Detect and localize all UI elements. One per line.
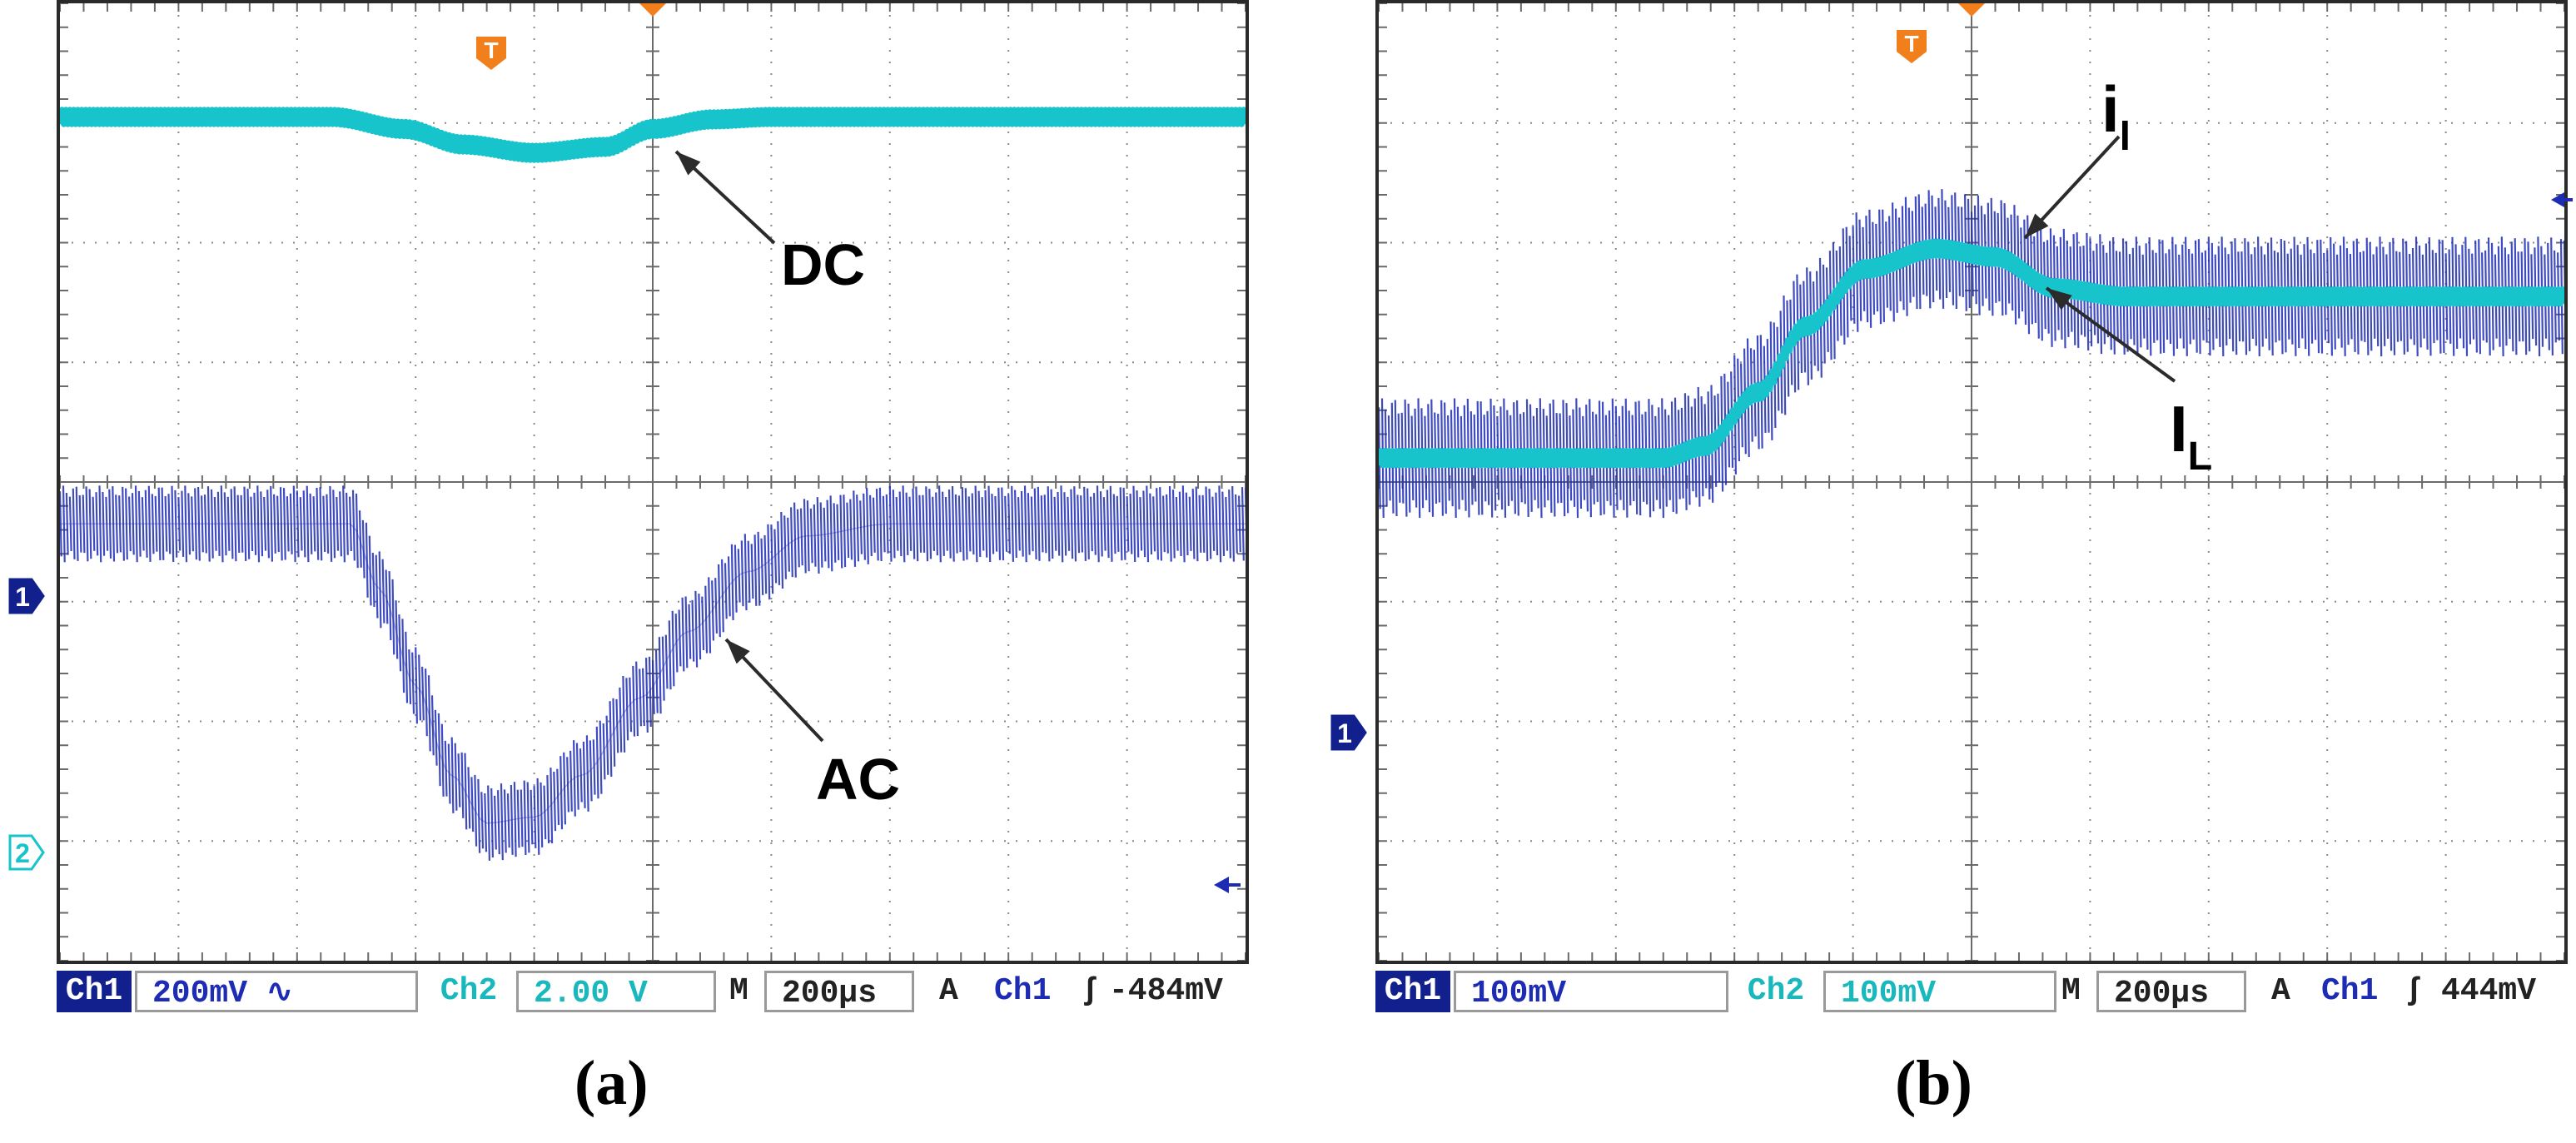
trigger-marker: T bbox=[1897, 30, 1927, 63]
ac-arrow bbox=[724, 638, 824, 743]
scope-screen-a bbox=[57, 0, 1249, 964]
level-arrow-icon bbox=[2551, 192, 2564, 207]
waveform-plot-a bbox=[60, 3, 1246, 961]
trace-center bbox=[60, 523, 1246, 824]
ch2-marker: 2 bbox=[8, 834, 45, 871]
marker-label: 2 bbox=[15, 838, 30, 868]
trigger-level: -484mV bbox=[1109, 973, 1223, 1009]
trigger-source: Ch1 bbox=[994, 973, 1052, 1009]
level-arrow-icon bbox=[1214, 877, 1229, 893]
trigger-source: Ch1 bbox=[2321, 973, 2379, 1009]
arrow-head bbox=[2025, 213, 2049, 238]
overlay-a: T 1 2 DC AC bbox=[8, 37, 1241, 893]
ch1-tag: Ch1 bbox=[57, 971, 132, 1012]
arrow-head bbox=[676, 152, 701, 176]
a-tag: A bbox=[2271, 973, 2290, 1009]
trigger-marker-label: T bbox=[1904, 31, 1918, 57]
status-bar-b: Ch1 100mV Ch2 100mV M 200µs A Ch1 ʃ 444m… bbox=[1375, 971, 2568, 1012]
dc-label: DC bbox=[781, 232, 865, 297]
trigger-slope-icon: ʃ bbox=[1081, 973, 1100, 1009]
thick-trace bbox=[1379, 238, 2564, 469]
il-avg-label: IL bbox=[2170, 392, 2212, 479]
graticule bbox=[1379, 3, 2564, 961]
marker-label: 1 bbox=[1337, 718, 1352, 748]
status-bar-a: Ch1 200mV ∿ Ch2 2.00 V M 200µs A Ch1 ʃ -… bbox=[57, 971, 1249, 1012]
m-tag: M bbox=[729, 973, 748, 1009]
ch1-scale: 100mV bbox=[1454, 971, 1728, 1012]
ch2-scale: 2.00 V bbox=[516, 971, 716, 1012]
trigger-position-icon bbox=[639, 3, 666, 17]
arrow-shaft bbox=[2045, 286, 2176, 383]
ac-label: AC bbox=[816, 747, 900, 812]
marker-label: 1 bbox=[15, 582, 30, 612]
thick-trace bbox=[60, 107, 1246, 163]
graticule bbox=[60, 3, 1246, 961]
timebase: 200µs bbox=[2096, 971, 2246, 1012]
arrow-head bbox=[2046, 288, 2072, 311]
trigger-position-icon bbox=[1958, 3, 1985, 17]
ch2-tag: Ch2 bbox=[1747, 973, 1805, 1009]
trigger-marker: T bbox=[476, 37, 506, 70]
a-tag: A bbox=[939, 973, 958, 1009]
waveform-plot-b bbox=[1379, 3, 2564, 961]
overlay-b: T 1 il IL bbox=[1330, 30, 2573, 751]
caption-a: (a) bbox=[574, 1048, 649, 1118]
ch1-marker: 1 bbox=[8, 578, 45, 614]
ch1-tag: Ch1 bbox=[1375, 971, 1450, 1012]
m-tag: M bbox=[2061, 973, 2081, 1009]
arrow-head bbox=[726, 639, 750, 664]
trace-i-l bbox=[1379, 238, 2564, 469]
timebase: 200µs bbox=[764, 971, 914, 1012]
trace-dc bbox=[60, 107, 1246, 163]
il-ripple-arrow bbox=[2023, 135, 2121, 240]
trigger-level: 444mV bbox=[2441, 973, 2537, 1009]
trigger-marker-label: T bbox=[484, 37, 498, 63]
ch2-tag: Ch2 bbox=[440, 973, 498, 1009]
ch1-scale: 200mV ∿ bbox=[135, 971, 418, 1012]
il-ripple-label: il bbox=[2101, 72, 2131, 159]
ch1-marker: 1 bbox=[1330, 714, 1367, 751]
ripple-band bbox=[60, 485, 1246, 861]
scope-screen-b bbox=[1375, 0, 2568, 964]
ch2-scale: 100mV bbox=[1823, 971, 2056, 1012]
il-avg-arrow bbox=[2045, 286, 2176, 383]
trigger-slope-icon: ʃ bbox=[2404, 973, 2424, 1009]
trace-ac bbox=[60, 485, 1246, 861]
caption-b: (b) bbox=[1895, 1048, 1972, 1118]
dc-arrow bbox=[674, 150, 776, 245]
